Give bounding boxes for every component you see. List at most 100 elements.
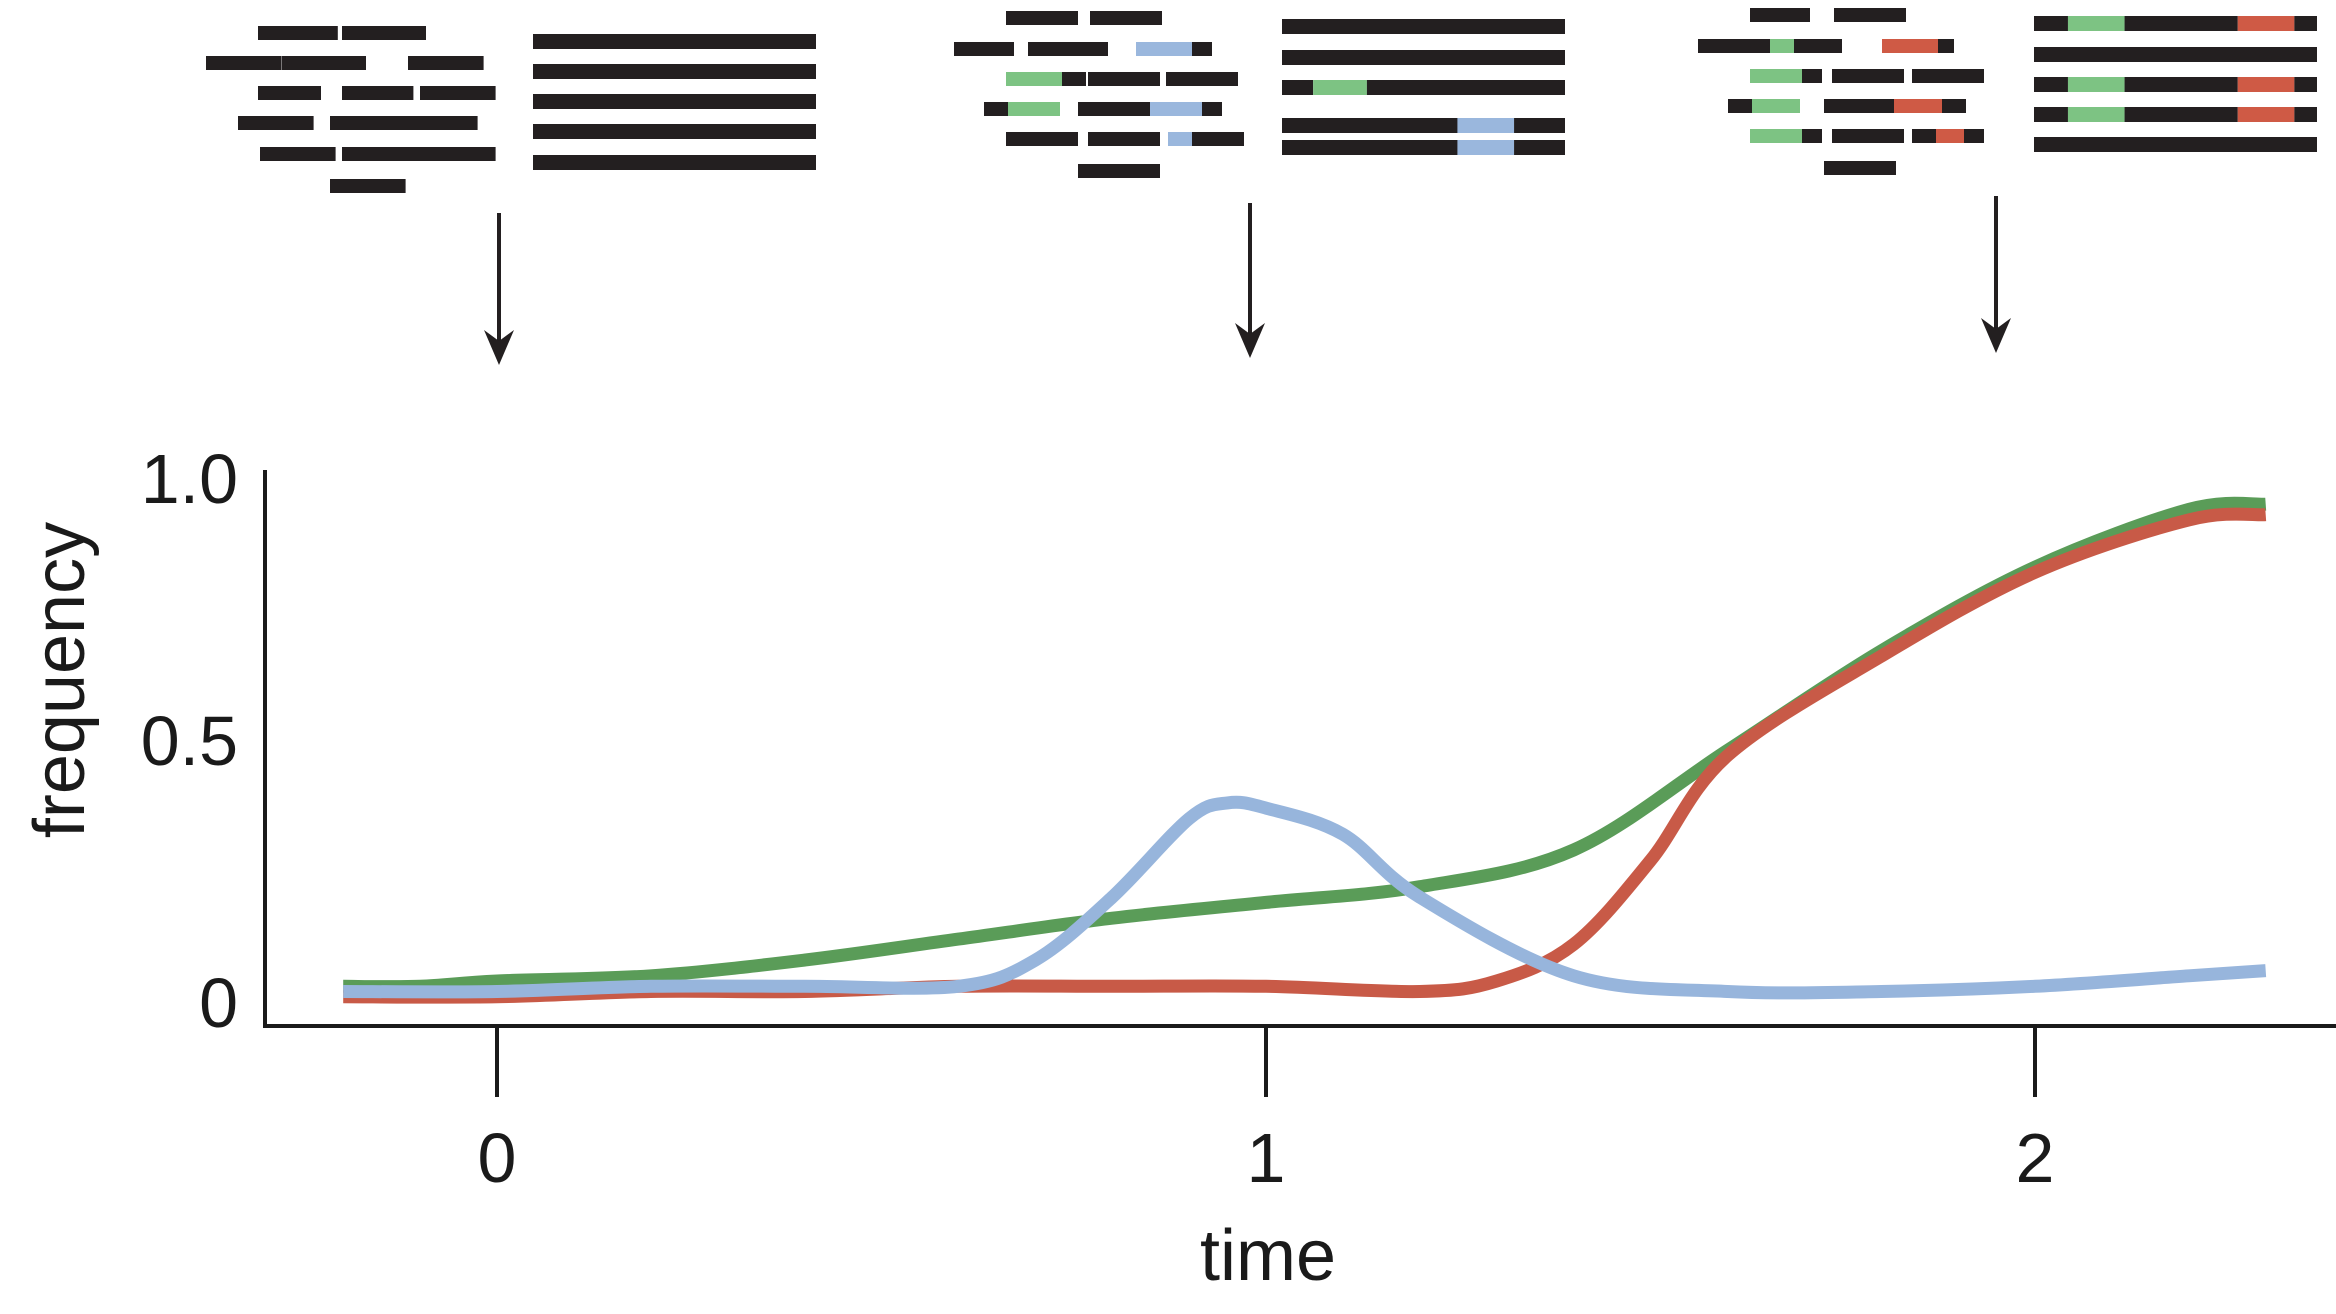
read-segment <box>260 147 336 161</box>
read-segment <box>1750 8 1810 22</box>
series-line-1 <box>343 496 2267 994</box>
read-segment <box>1062 72 1086 86</box>
read-segment <box>258 86 321 100</box>
read-segment <box>1912 129 1936 143</box>
genome-segment <box>1366 80 1565 95</box>
genome-segment <box>1282 80 1314 95</box>
genome-segment <box>1514 140 1565 155</box>
genome-segment <box>2067 107 2125 122</box>
assembled-genomes <box>1282 19 1565 155</box>
scattered-reads <box>1698 8 1984 175</box>
read-segment <box>1750 129 1802 143</box>
read-segment <box>1728 99 1752 113</box>
read-segment <box>1088 164 1160 178</box>
read-segment <box>1006 132 1078 146</box>
genome-segment <box>2237 107 2295 122</box>
read-segment <box>342 147 422 161</box>
genome-segment <box>2034 137 2317 152</box>
read-segment <box>1882 39 1938 53</box>
y-tick-label: 0.5 <box>141 702 238 780</box>
time-point-arrows <box>484 196 2011 365</box>
x-axis-title: time <box>1200 1216 1336 1296</box>
read-segment <box>1802 129 1822 143</box>
genome-segment <box>2124 77 2238 92</box>
genome-segment <box>533 155 816 170</box>
read-segment <box>1166 72 1238 86</box>
read-segment <box>1832 129 1904 143</box>
read-segment <box>1942 99 1966 113</box>
read-segment <box>1088 72 1160 86</box>
read-segment <box>1834 8 1906 22</box>
y-axis-title: frequency <box>20 522 100 838</box>
read-segment <box>1912 69 1984 83</box>
genome-panels <box>206 8 2317 193</box>
genome-segment <box>2294 107 2317 122</box>
read-segment <box>408 56 484 70</box>
read-segment <box>1006 72 1062 86</box>
arrow-head-icon <box>1981 318 2011 353</box>
read-segment <box>1894 99 1942 113</box>
genome-segment <box>1282 140 1458 155</box>
read-segment <box>1802 69 1822 83</box>
y-tick-label: 1.0 <box>141 440 238 518</box>
genome-segment <box>2237 16 2295 31</box>
read-segment <box>1794 39 1842 53</box>
read-segment <box>1770 39 1794 53</box>
genome-segment <box>533 124 816 139</box>
read-segment <box>1136 42 1192 56</box>
arrow-head-icon <box>1235 323 1265 358</box>
genome-panel-2 <box>954 11 1565 178</box>
genome-segment <box>1514 118 1565 133</box>
read-segment <box>1750 69 1802 83</box>
read-segment <box>1964 129 1984 143</box>
read-segment <box>1078 102 1150 116</box>
read-segment <box>342 26 426 40</box>
read-segment <box>1824 161 1896 175</box>
read-segment <box>282 56 366 70</box>
genome-segment <box>2067 77 2125 92</box>
genome-segment <box>1282 50 1565 65</box>
read-segment <box>1698 39 1770 53</box>
assembled-genomes <box>533 34 816 170</box>
scattered-reads <box>206 26 496 193</box>
genome-segment <box>2034 47 2317 62</box>
read-segment <box>342 86 414 100</box>
x-tick-label: 1 <box>1247 1119 1286 1197</box>
read-segment <box>1192 42 1212 56</box>
genome-segment <box>2124 16 2238 31</box>
read-segment <box>1936 129 1964 143</box>
genome-segment <box>2034 77 2068 92</box>
x-ticks: 0 1 2 <box>478 1026 2055 1197</box>
read-segment <box>954 42 1014 56</box>
read-segment <box>238 116 314 130</box>
genome-segment <box>1457 118 1515 133</box>
genome-panel-1 <box>206 26 816 193</box>
read-segment <box>1192 132 1244 146</box>
y-ticks: 0 0.5 1.0 <box>141 440 238 1042</box>
read-segment <box>1168 132 1192 146</box>
genome-segment <box>2294 16 2317 31</box>
arrow-head-icon <box>484 330 514 365</box>
genome-segment <box>1457 140 1515 155</box>
genome-segment <box>2294 77 2317 92</box>
read-segment <box>420 147 496 161</box>
scattered-reads <box>954 11 1244 178</box>
genome-segment <box>1313 80 1367 95</box>
read-segment <box>1006 11 1078 25</box>
series-layer <box>343 496 2267 1004</box>
read-segment <box>1150 102 1202 116</box>
genome-segment <box>2067 16 2125 31</box>
genome-segment <box>2124 107 2238 122</box>
x-tick-label: 2 <box>2016 1119 2055 1197</box>
read-segment <box>330 179 406 193</box>
read-segment <box>258 26 338 40</box>
frequency-plot: 0 1 2 0 0.5 1.0 time frequency <box>20 440 2336 1296</box>
read-segment <box>420 86 496 100</box>
read-segment <box>402 116 478 130</box>
read-segment <box>1752 99 1800 113</box>
genome-panel-3 <box>1698 8 2317 175</box>
read-segment <box>1202 102 1222 116</box>
series-line-3 <box>343 795 2267 1000</box>
read-segment <box>1938 39 1954 53</box>
